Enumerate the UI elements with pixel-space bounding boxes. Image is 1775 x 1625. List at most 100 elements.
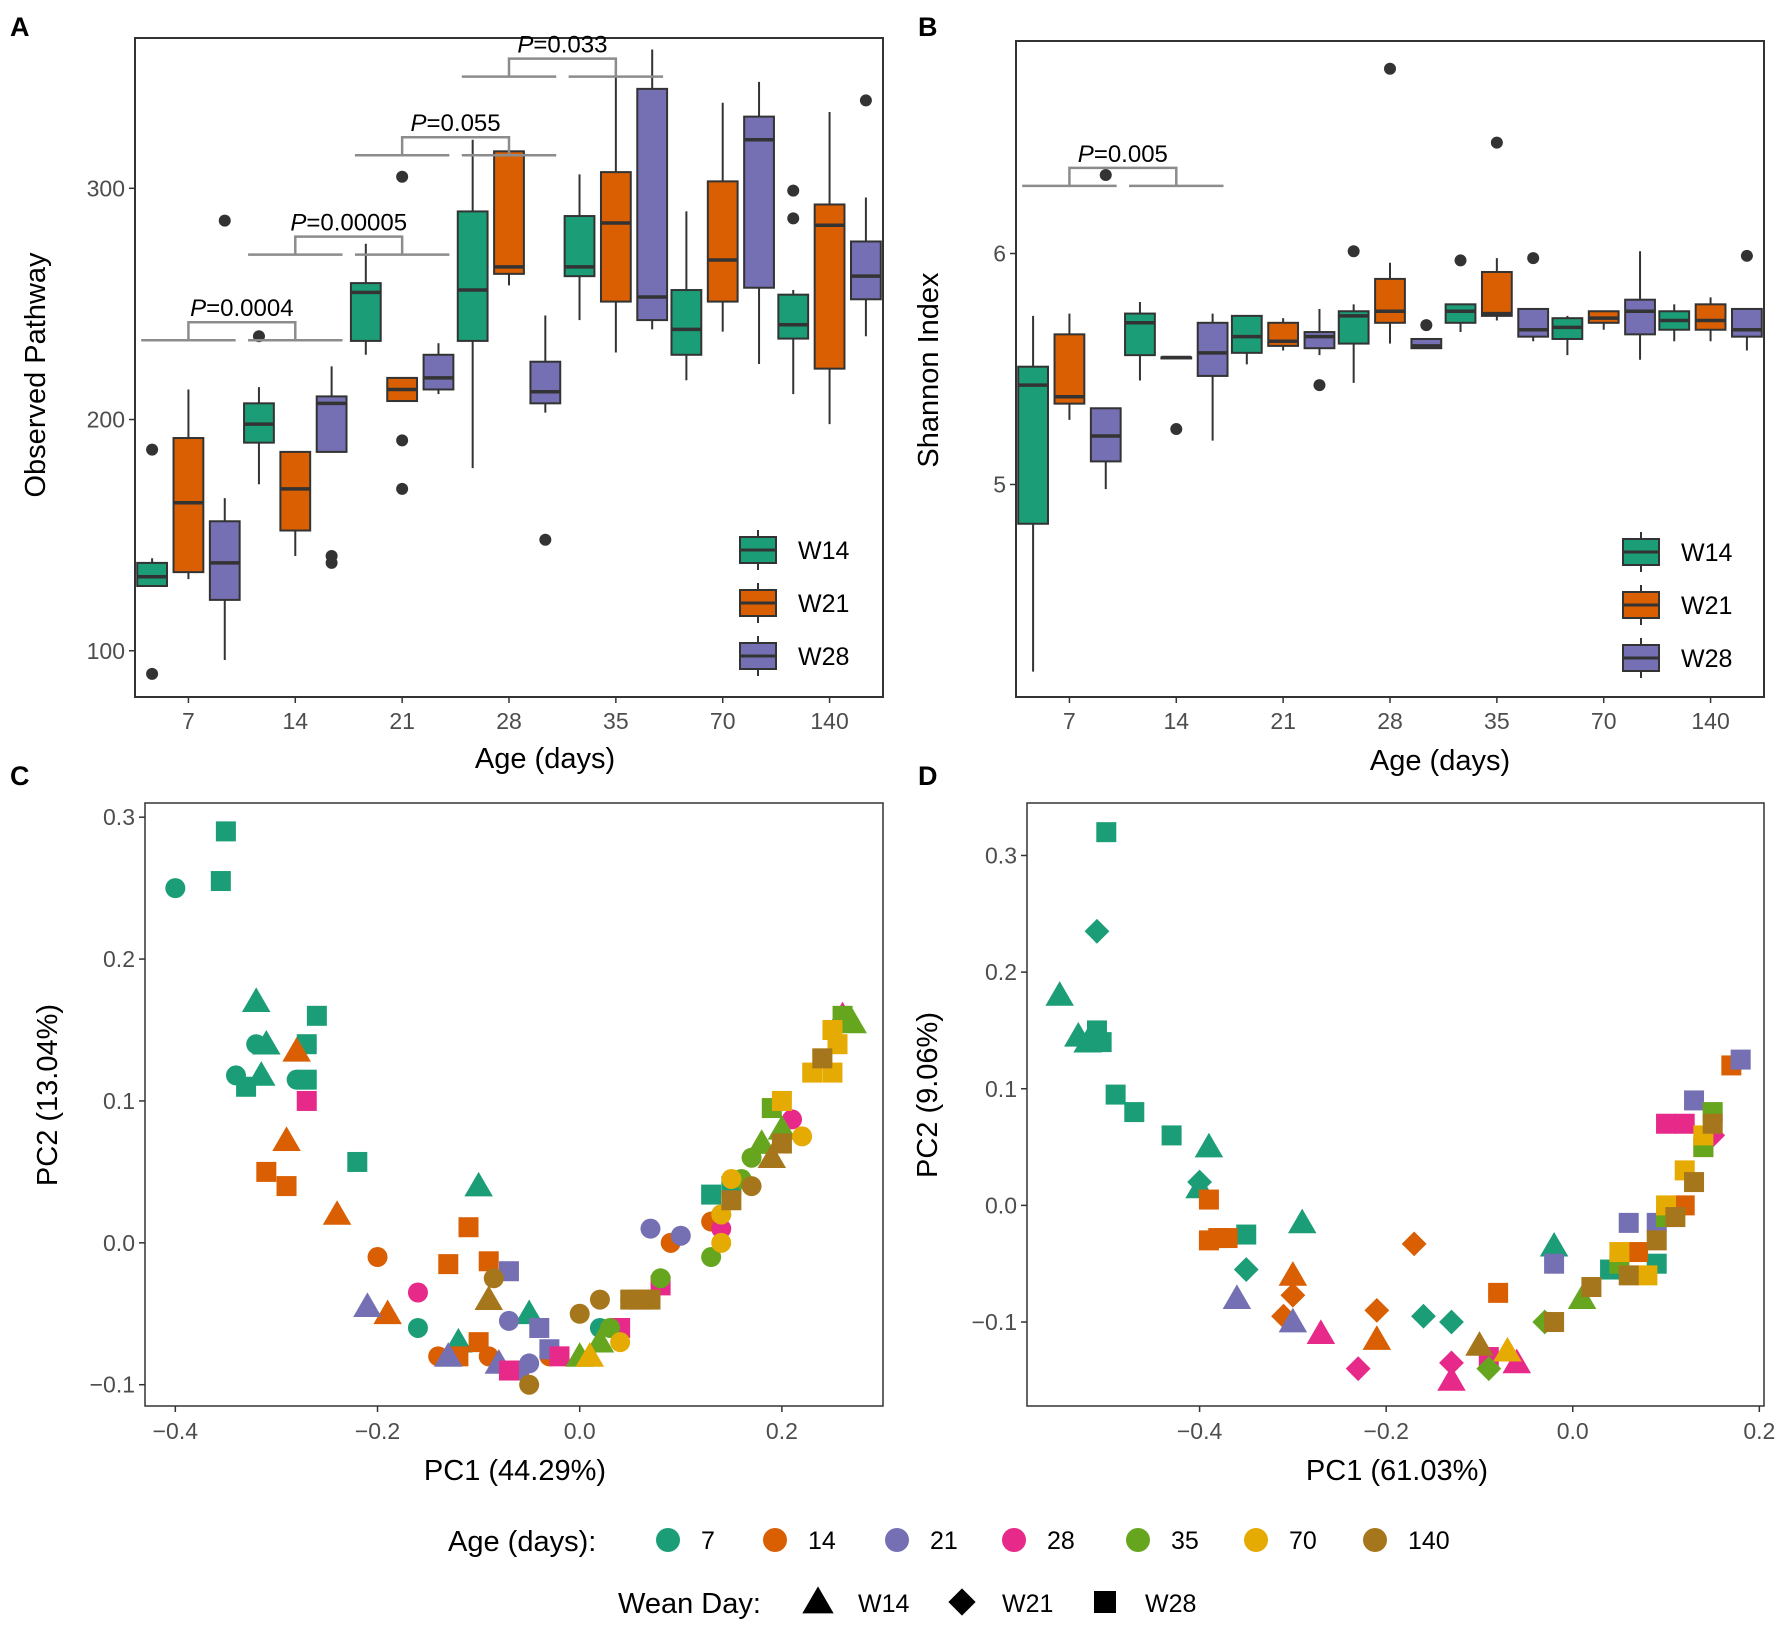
p-value-number: =0.055: [427, 110, 501, 137]
age-legend-key-35: [1126, 1528, 1150, 1552]
data-point: [407, 1317, 428, 1338]
panel-a-x-axis-title: Age (days): [475, 743, 615, 775]
box-w28: [636, 87, 669, 322]
data-point: [458, 1217, 479, 1238]
data-point: [272, 1126, 301, 1152]
p-value-symbol: P: [411, 110, 427, 137]
data-point: [1637, 1265, 1658, 1286]
c-plot-frame: [144, 802, 884, 1407]
data-point: [549, 1346, 570, 1367]
panel-d-y-axis-title: PC2 (9.06%): [912, 1012, 944, 1178]
box-w28: [315, 395, 348, 453]
data-point: [438, 1254, 459, 1275]
p-value-label: P=0.00005: [290, 210, 407, 237]
age-legend-label-14: 14: [808, 1527, 836, 1555]
box-w14: [1017, 365, 1049, 525]
data-point: [575, 1342, 605, 1367]
data-point: [741, 1176, 762, 1197]
outlier-point: [787, 212, 800, 225]
box-w28: [208, 520, 241, 601]
age-legend-key-21: [885, 1528, 909, 1552]
age-legend-label-28: 28: [1047, 1527, 1075, 1555]
panel-d-scatter: PC2 (9.06%) PC1 (61.03%) −0.4 −0.2 0.0 0.2 −…: [912, 802, 1775, 1487]
data-point: [468, 1332, 489, 1353]
data-point: [771, 1090, 792, 1111]
x-tick-label: 35: [1484, 708, 1510, 734]
x-tick-label: −0.4: [1177, 1418, 1223, 1444]
data-point: [640, 1218, 661, 1239]
data-point: [747, 1129, 776, 1154]
wean-legend-label-w21: W21: [1002, 1590, 1053, 1618]
age-legend-key-28: [1002, 1528, 1026, 1552]
box-w21: [706, 180, 739, 303]
data-point: [1684, 1090, 1705, 1111]
box-w28: [1624, 298, 1656, 336]
y-tick-label: 0.2: [985, 959, 1017, 985]
x-tick-label: 14: [282, 708, 308, 734]
y-tick-label: 300: [87, 175, 125, 201]
y-tick-label: 0.1: [103, 1088, 135, 1114]
data-point: [165, 878, 186, 899]
data-point: [241, 987, 271, 1012]
outlier-point: [1384, 62, 1396, 75]
data-point: [1465, 1331, 1494, 1356]
legend-label-w14: W14: [798, 537, 850, 565]
panel-label-c: C: [10, 761, 30, 791]
data-point: [247, 1061, 276, 1086]
age-legend-key-70: [1244, 1528, 1268, 1552]
x-tick-label: −0.2: [1363, 1418, 1408, 1444]
data-point: [322, 1200, 352, 1225]
data-point: [474, 1285, 503, 1310]
age-legend-label-140: 140: [1408, 1527, 1450, 1555]
data-point: [620, 1289, 641, 1310]
data-point: [640, 1289, 661, 1310]
panel-a-y-axis-title: Observed Pathway: [20, 252, 52, 498]
data-point: [1544, 1312, 1565, 1333]
data-point: [1674, 1113, 1695, 1134]
data-point: [434, 1342, 463, 1367]
legend-label-w28: W28: [1681, 645, 1732, 673]
x-tick-label: 21: [1270, 708, 1296, 734]
y-tick-label: −0.1: [972, 1309, 1017, 1335]
x-tick-label: 21: [389, 708, 415, 734]
bottom-legend: Age (days): 7 14 21 28 35 70 140 Wean Day: W14…: [448, 1526, 1450, 1620]
box-w28: [529, 360, 562, 405]
outlier-point: [1313, 379, 1326, 392]
data-point: [407, 1282, 428, 1303]
data-point: [215, 821, 236, 842]
data-point: [296, 1090, 317, 1111]
outlier-point: [787, 184, 800, 197]
data-point: [1646, 1230, 1667, 1251]
box-w21: [599, 171, 632, 303]
data-point: [210, 871, 231, 892]
data-point: [670, 1225, 691, 1246]
data-point: [1198, 1189, 1219, 1210]
outlier-point: [396, 434, 409, 447]
p-value-number: =0.0004: [206, 295, 293, 322]
age-legend-title: Age (days):: [448, 1526, 596, 1558]
data-point: [1618, 1212, 1639, 1233]
data-point: [812, 1048, 833, 1069]
wean-legend-key-w21: [948, 1588, 976, 1616]
data-point: [650, 1268, 671, 1289]
panel-label-a: A: [10, 12, 30, 42]
y-tick-label: 6: [993, 241, 1006, 267]
data-point: [1656, 1113, 1677, 1134]
panel-b-y-axis-title: Shannon Index: [913, 272, 945, 468]
box-w21: [172, 437, 205, 574]
data-point: [721, 1190, 742, 1211]
panel-c-x-axis-title: PC1 (44.29%): [424, 1455, 606, 1487]
y-tick-label: 0.2: [103, 946, 135, 972]
wean-legend-label-w28: W28: [1145, 1590, 1196, 1618]
data-point: [1411, 1303, 1436, 1329]
panel-c-scatter: PC2 (13.04%) PC1 (44.29%) −0.4 −0.2 0.0 0.2…: [32, 802, 884, 1487]
data-point: [1609, 1242, 1630, 1263]
data-point: [498, 1310, 519, 1331]
y-tick-label: 0.1: [985, 1076, 1017, 1102]
p-value-symbol: P: [1078, 141, 1094, 168]
data-point: [1439, 1309, 1464, 1335]
p-value-symbol: P: [517, 32, 533, 59]
data-point: [1045, 981, 1074, 1006]
data-point: [296, 1069, 317, 1090]
data-point: [498, 1261, 519, 1282]
